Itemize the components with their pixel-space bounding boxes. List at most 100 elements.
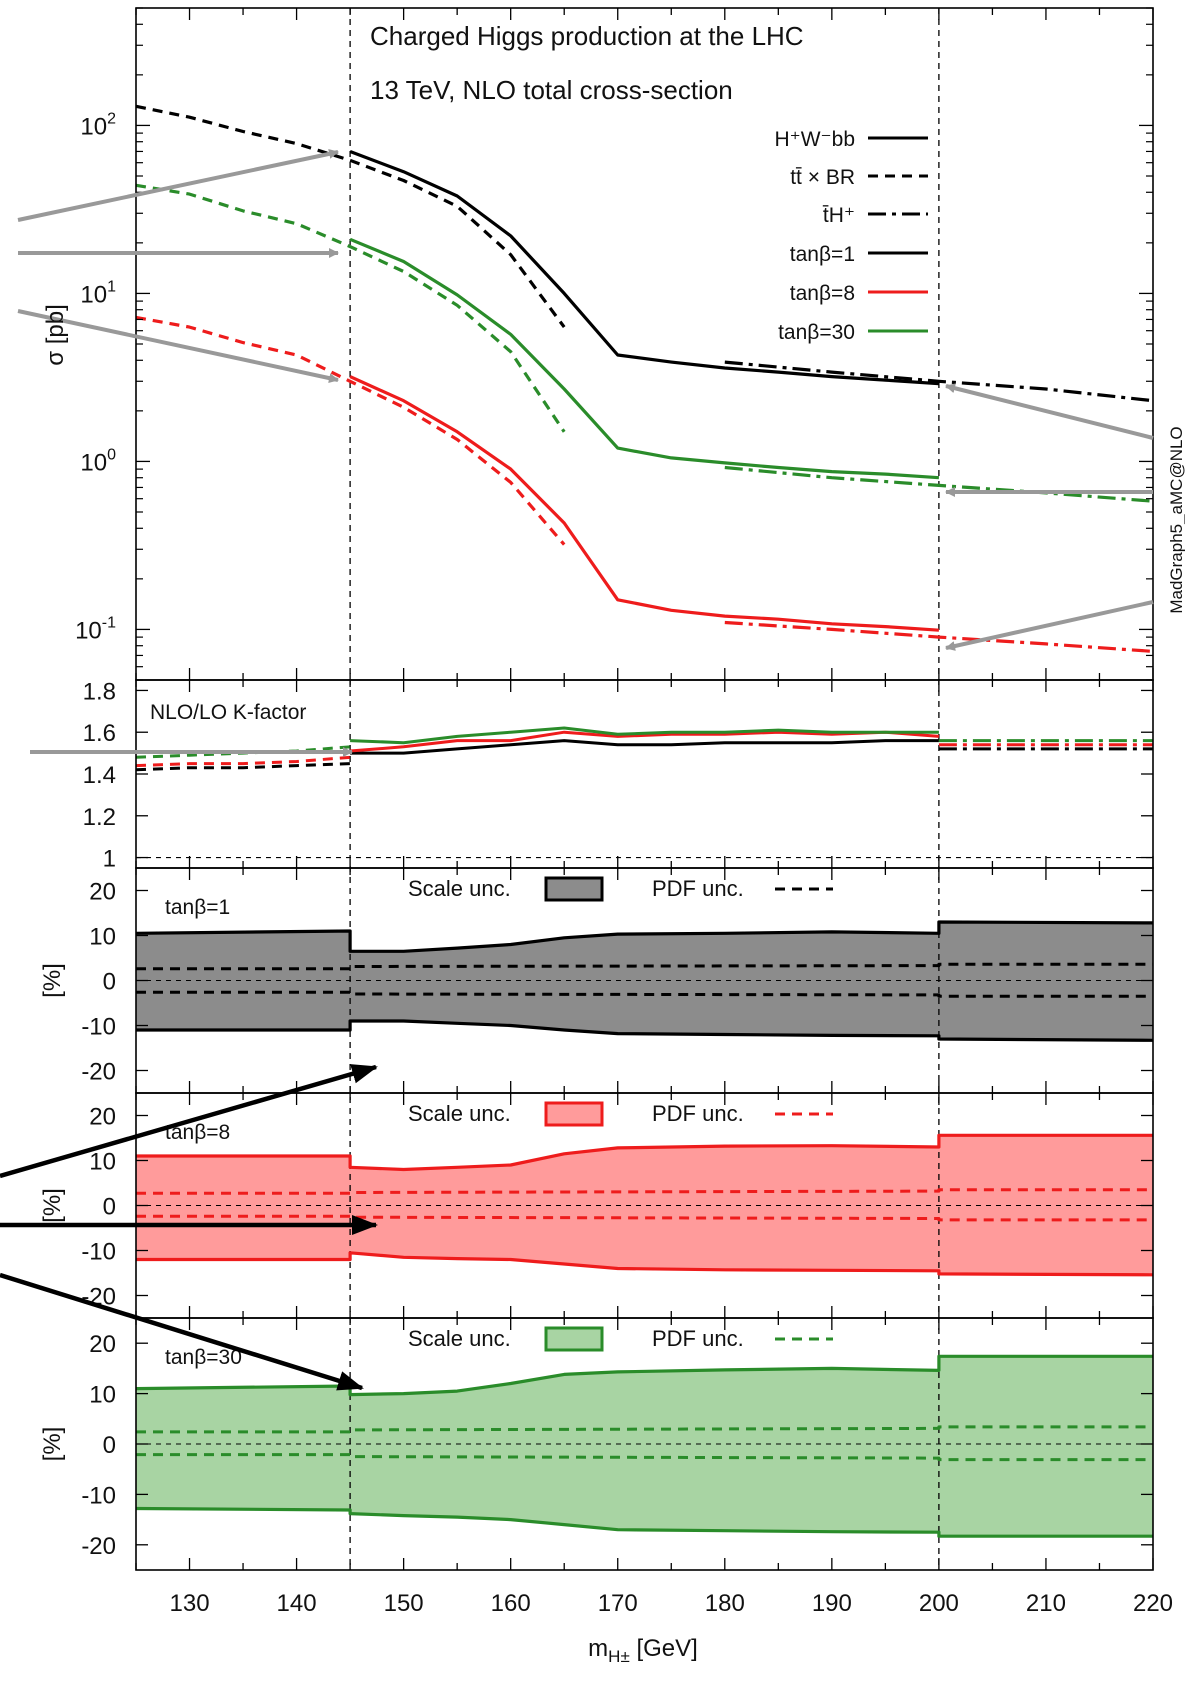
y-tick-label-unc: 0 bbox=[103, 969, 116, 996]
y-tick-label-unc: 10 bbox=[89, 1382, 116, 1409]
y-tick-exponent: 0 bbox=[107, 446, 116, 463]
y-tick-label-top: 101 bbox=[80, 278, 116, 308]
y-tick-label-kfactor: 1 bbox=[103, 846, 116, 873]
annotation-arrow-gray bbox=[945, 600, 1154, 651]
kfactor-line-tan-8-tt- bbox=[135, 755, 351, 768]
scale-unc-swatch bbox=[544, 876, 604, 902]
y-tick-label-unc: -20 bbox=[81, 1533, 116, 1560]
pdf-band-upper-edge bbox=[136, 1425, 1153, 1434]
y-tick-label-kfactor: 1.8 bbox=[83, 678, 116, 705]
xsec-line-h-w-bb-tan-30 bbox=[349, 237, 940, 480]
legend-label-tb8: tanβ=8 bbox=[790, 282, 855, 305]
chart-subtitle: 13 TeV, NLO total cross-section bbox=[370, 75, 733, 105]
watermark-text: MadGraph5_aMC@NLO bbox=[1167, 426, 1185, 613]
legend-label-tb30: tanβ=30 bbox=[778, 321, 855, 344]
y-tick-label-kfactor: 1.6 bbox=[83, 720, 116, 747]
pdf-unc-label: PDF unc. bbox=[652, 1101, 744, 1126]
x-axis-label: mH± [GeV] bbox=[588, 1635, 698, 1666]
x-tick-label: 160 bbox=[491, 1590, 531, 1617]
y-tick-label-unc: 0 bbox=[103, 1194, 116, 1221]
annotation-arrow-black bbox=[0, 1064, 378, 1179]
y-tick-exponent: 1 bbox=[107, 278, 116, 295]
xsec-line-h-w-bb-tan-8 bbox=[349, 375, 940, 632]
scale-unc-label: Scale unc. bbox=[408, 876, 511, 901]
y-tick-label-unc: -10 bbox=[81, 1482, 116, 1509]
legend-label-proc3: t̄H⁺ bbox=[823, 204, 855, 227]
pdf-band-upper-edge bbox=[136, 1188, 1153, 1195]
x-tick-label: 170 bbox=[598, 1590, 638, 1617]
kfactor-line-tan-1-h-w-bb bbox=[350, 739, 939, 755]
y-tick-label-unc: 10 bbox=[89, 1149, 116, 1176]
y-tick-exponent: -1 bbox=[102, 614, 116, 631]
xsec-line-tt-br-tan-8 bbox=[135, 315, 566, 546]
scale-band-upper-edge bbox=[135, 920, 1154, 953]
annotation-arrow-gray bbox=[17, 309, 339, 383]
unc-panel-label: tanβ=30 bbox=[165, 1346, 242, 1369]
annotation-arrow-gray bbox=[945, 383, 1154, 440]
legend-label-proc1: H⁺W⁻bb bbox=[774, 128, 855, 151]
y-tick-exponent: 2 bbox=[107, 110, 116, 127]
xsec-line-t-h-tan-30 bbox=[724, 465, 1154, 503]
legend: H⁺W⁻bb tt̄ × BR t̄H⁺ tanβ=1 tanβ=8 tanβ=… bbox=[774, 128, 928, 344]
unc-panel-label: tanβ=1 bbox=[165, 896, 230, 919]
xsec-line-h-w-bb-tan-1 bbox=[349, 150, 940, 386]
x-tick-label: 180 bbox=[705, 1590, 745, 1617]
pdf-unc-label: PDF unc. bbox=[652, 1326, 744, 1351]
y-tick-label-unc: 10 bbox=[89, 924, 116, 951]
xsec-line-tt-br-tan-1 bbox=[135, 104, 566, 329]
y-tick-label-unc: 20 bbox=[89, 1104, 116, 1131]
x-tick-label: 220 bbox=[1133, 1590, 1173, 1617]
scale-unc-label: Scale unc. bbox=[408, 1326, 511, 1351]
y-tick-label-top: 10-1 bbox=[75, 614, 116, 644]
panel-frame-layer bbox=[135, 7, 1154, 1571]
x-tick-label: 150 bbox=[384, 1590, 424, 1617]
pdf-band-upper-edge bbox=[136, 962, 1153, 971]
pdf-band-lower-edge bbox=[136, 1214, 1153, 1222]
scale-band-lower-edge bbox=[136, 1019, 1154, 1042]
annotation-arrow-gray bbox=[17, 148, 339, 222]
y-tick-label-unc: 0 bbox=[103, 1432, 116, 1459]
y-tick-label-unc: -10 bbox=[81, 1239, 116, 1266]
series-line-layer bbox=[135, 104, 1154, 1538]
reference-line-layer bbox=[136, 8, 1153, 1570]
pdf-unc-label: PDF unc. bbox=[652, 876, 744, 901]
scale-band-lower-edge bbox=[135, 1506, 1153, 1538]
scale-band-0 bbox=[136, 922, 1153, 1041]
panel-frame-0 bbox=[135, 7, 1154, 681]
annotation-arrow-layer bbox=[0, 148, 1154, 1391]
annotation-arrow-black bbox=[0, 1272, 364, 1391]
scale-band-2 bbox=[136, 1356, 1153, 1537]
scale-unc-swatch bbox=[544, 1101, 604, 1127]
x-tick-label: 140 bbox=[277, 1590, 317, 1617]
xsec-line-t-h-tan-8 bbox=[724, 620, 1154, 653]
unc-panel-label: tanβ=8 bbox=[165, 1121, 230, 1144]
label-layer: tanβ=1 Scale unc. PDF unc. tanβ=8 Scale unc.… bbox=[39, 110, 1173, 1617]
y-tick-label-kfactor: 1.2 bbox=[83, 804, 116, 831]
xsec-line-tt-br-tan-30 bbox=[135, 183, 566, 433]
legend-label-proc2: tt̄ × BR bbox=[790, 166, 855, 189]
x-tick-label: 210 bbox=[1026, 1590, 1066, 1617]
x-tick-label: 130 bbox=[170, 1590, 210, 1617]
pdf-band-lower-edge bbox=[136, 990, 1153, 998]
scale-unc-swatch bbox=[544, 1326, 604, 1352]
y-tick-label-top: 102 bbox=[80, 110, 116, 140]
y-axis-label-top: σ [pb] bbox=[42, 304, 69, 366]
y-tick-label-kfactor: 1.4 bbox=[83, 762, 116, 789]
xsec-line-t-h-tan-1 bbox=[724, 360, 1154, 403]
x-tick-label: 190 bbox=[812, 1590, 852, 1617]
y-tick-label-unc: -10 bbox=[81, 1014, 116, 1041]
y-axis-label-unc: [%] bbox=[39, 1427, 66, 1462]
pdf-band-lower-edge bbox=[136, 1453, 1153, 1462]
x-tick-label: 200 bbox=[919, 1590, 959, 1617]
kfactor-label: NLO/LO K-factor bbox=[150, 701, 306, 724]
chart-title: Charged Higgs production at the LHC bbox=[370, 21, 804, 51]
y-tick-label-top: 100 bbox=[80, 446, 116, 476]
scale-unc-label: Scale unc. bbox=[408, 1101, 511, 1126]
scale-band-lower-edge bbox=[136, 1251, 1154, 1277]
legend-label-tb1: tanβ=1 bbox=[790, 243, 855, 266]
y-tick-label-unc: 20 bbox=[89, 1331, 116, 1358]
tick-layer bbox=[135, 7, 1154, 1570]
kfactor-line-tan-1-tt- bbox=[135, 762, 351, 772]
kfactor-line-tan-30-h-w-bb bbox=[350, 726, 939, 745]
